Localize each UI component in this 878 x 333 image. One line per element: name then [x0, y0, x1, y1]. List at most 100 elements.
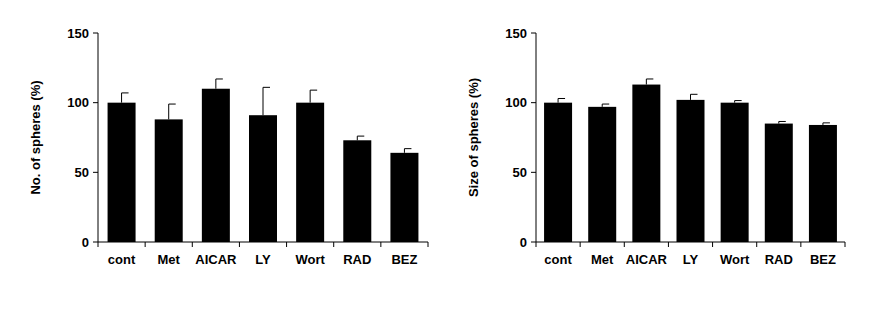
y-tick — [93, 33, 98, 34]
error-cap — [404, 148, 411, 149]
error-cap — [122, 92, 129, 93]
x-tick — [756, 242, 757, 247]
x-tick-label: LY — [683, 252, 699, 267]
error-cap — [691, 94, 698, 95]
chart-1: 0 50 100 150 cont Met AICAR LY Wort RAD BEZ Size of… — [466, 26, 845, 268]
x-tick-label: cont — [544, 252, 572, 267]
error-bar — [169, 104, 176, 119]
y-tick-label: 150 — [67, 26, 89, 41]
bar — [677, 100, 705, 242]
error-bar — [823, 123, 830, 125]
x-tick — [536, 242, 537, 247]
x-tick-label: cont — [108, 252, 136, 267]
y-axis — [536, 33, 537, 242]
error-stem — [168, 104, 169, 119]
error-bar — [602, 104, 609, 107]
error-cap — [263, 87, 270, 88]
y-tick — [531, 242, 536, 243]
error-bar — [646, 79, 653, 85]
x-tick-label: Wort — [720, 252, 750, 267]
error-cap — [357, 136, 364, 137]
x-tick — [98, 242, 99, 247]
x-tick — [668, 242, 669, 247]
y-axis-label: Size of spheres (%) — [466, 78, 481, 197]
y-tick — [531, 172, 536, 173]
y-axis — [98, 33, 99, 242]
bar — [721, 103, 749, 242]
x-tick — [624, 242, 625, 247]
x-tick-label: LY — [255, 252, 271, 267]
error-cap — [779, 121, 786, 122]
error-bar — [779, 121, 786, 123]
error-cap — [216, 78, 223, 79]
error-bar — [558, 98, 565, 102]
error-stem — [215, 79, 216, 89]
error-cap — [646, 78, 653, 79]
y-tick — [93, 102, 98, 103]
x-tick-label: RAD — [765, 252, 793, 267]
x-tick — [580, 242, 581, 247]
y-tick — [531, 102, 536, 103]
y-tick-label: 50 — [513, 165, 527, 180]
x-tick-label: Wort — [295, 252, 325, 267]
figure: 0 50 100 150 cont Met AICAR LY Wort RAD BEZ No. of … — [0, 0, 878, 333]
error-bar — [310, 90, 317, 103]
error-stem — [357, 136, 358, 140]
x-tick-label: BEZ — [810, 252, 836, 267]
error-stem — [646, 79, 647, 85]
y-tick-label: 150 — [505, 26, 527, 41]
error-cap — [169, 104, 176, 105]
x-tick — [145, 242, 146, 247]
bar — [809, 125, 837, 242]
error-bar — [691, 94, 698, 100]
x-tick — [800, 242, 801, 247]
bar — [544, 103, 572, 242]
bar — [155, 119, 183, 242]
error-stem — [690, 94, 691, 100]
x-tick-label: BEZ — [391, 252, 417, 267]
error-bar — [404, 149, 411, 153]
error-cap — [602, 104, 609, 105]
bar — [296, 103, 324, 242]
y-tick — [93, 242, 98, 243]
y-tick-label: 0 — [520, 235, 527, 250]
x-tick — [192, 242, 193, 247]
error-stem — [404, 149, 405, 153]
error-stem — [310, 90, 311, 103]
error-bar — [357, 136, 364, 140]
error-cap — [735, 100, 742, 101]
bar — [765, 124, 793, 242]
y-axis-label: No. of spheres (%) — [28, 80, 43, 194]
x-tick-label: AICAR — [626, 252, 668, 267]
error-bar — [735, 101, 742, 103]
y-tick — [93, 172, 98, 173]
error-stem — [263, 87, 264, 115]
error-bar — [216, 79, 223, 89]
x-tick-label: Met — [591, 252, 614, 267]
x-tick — [845, 242, 846, 247]
y-tick-label: 100 — [505, 95, 527, 110]
x-tick-label: RAD — [343, 252, 371, 267]
error-stem — [558, 98, 559, 102]
marks — [544, 79, 837, 242]
bar — [632, 85, 660, 242]
marks — [108, 79, 419, 242]
bar — [343, 140, 371, 242]
x-tick — [286, 242, 287, 247]
x-tick — [428, 242, 429, 247]
bar — [588, 107, 616, 242]
bar — [202, 89, 230, 242]
y-tick-label: 100 — [67, 95, 89, 110]
chart-0: 0 50 100 150 cont Met AICAR LY Wort RAD BEZ No. of … — [28, 26, 428, 268]
error-bar — [122, 93, 129, 103]
y-tick-label: 50 — [75, 165, 89, 180]
error-cap — [823, 122, 830, 123]
y-tick-label: 0 — [82, 235, 89, 250]
bar — [390, 153, 418, 242]
x-tick-label: AICAR — [195, 252, 237, 267]
error-bar — [263, 87, 270, 115]
bar — [108, 103, 136, 242]
x-axis — [98, 242, 428, 243]
x-tick-label: Met — [158, 252, 181, 267]
error-stem — [121, 93, 122, 103]
